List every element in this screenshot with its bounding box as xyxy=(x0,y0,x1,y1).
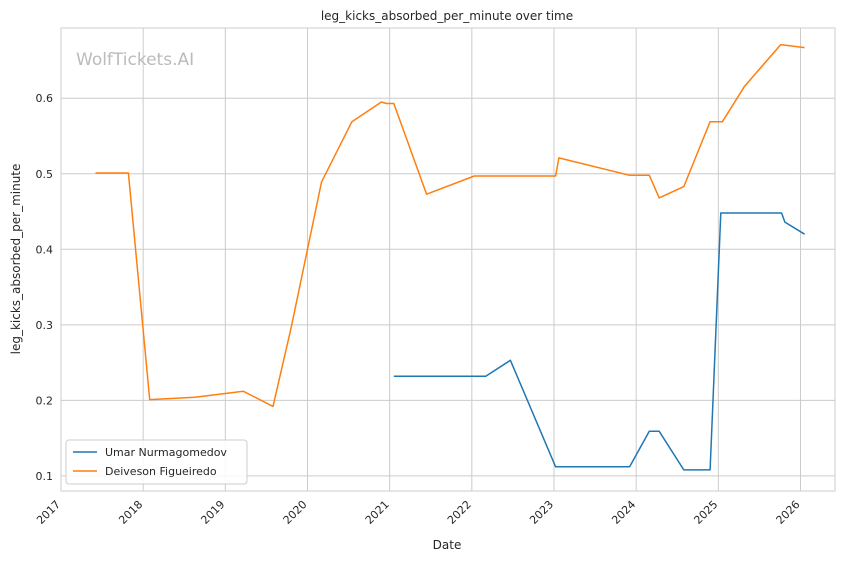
series-layer xyxy=(95,43,805,471)
legend-label-deiveson-figueiredo: Deiveson Figueiredo xyxy=(105,465,217,478)
series-line-deiveson-figueiredo xyxy=(95,43,805,408)
y-tick-label: 0.1 xyxy=(36,470,54,483)
legend: Umar Nurmagomedov Deiveson Figueiredo xyxy=(65,439,248,485)
y-tick-label: 0.4 xyxy=(36,243,54,256)
x-tick-label: 2022 xyxy=(445,498,474,527)
x-tick-label: 2017 xyxy=(34,498,63,527)
plot-area xyxy=(60,27,836,492)
series-line-umar-nurmagomedov xyxy=(393,212,805,471)
x-tick-label: 2023 xyxy=(527,498,556,527)
y-tick-label: 0.6 xyxy=(36,92,54,105)
x-tick-label: 2025 xyxy=(691,498,720,527)
x-tick-label: 2026 xyxy=(774,498,803,527)
legend-box xyxy=(65,439,248,485)
y-tick-label: 0.2 xyxy=(36,394,54,407)
x-axis-label: Date xyxy=(433,538,462,552)
watermark: WolfTickets.AI xyxy=(76,50,194,70)
y-tick-label: 0.3 xyxy=(36,319,54,332)
x-tick-label: 2024 xyxy=(609,498,638,527)
legend-label-umar-nurmagomedov: Umar Nurmagomedov xyxy=(105,446,227,459)
y-axis-label: leg_kicks_absorbed_per_minute xyxy=(9,164,23,355)
y-tick-label: 0.5 xyxy=(36,168,54,181)
x-axis-ticks: 2017 2018 2019 2020 2021 2022 2023 2024 2025 2026 xyxy=(34,498,802,527)
x-tick-label: 2019 xyxy=(198,498,227,527)
y-axis-ticks: 0.1 0.2 0.3 0.4 0.5 0.6 xyxy=(36,92,54,483)
x-tick-label: 2018 xyxy=(116,498,145,527)
x-tick-label: 2020 xyxy=(281,498,310,527)
x-tick-label: 2021 xyxy=(363,498,392,527)
chart-title: leg_kicks_absorbed_per_minute over time xyxy=(321,9,573,23)
